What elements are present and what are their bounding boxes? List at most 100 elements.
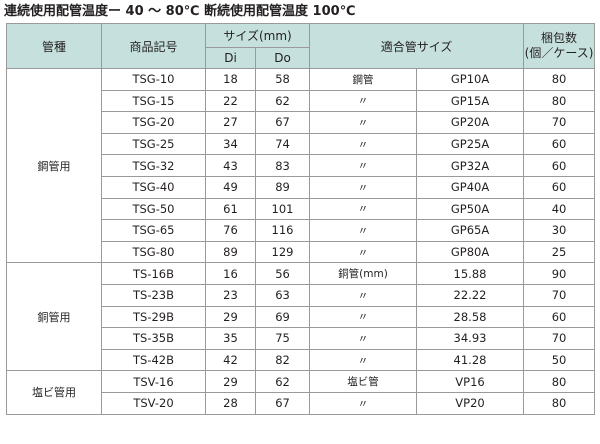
- cell-fit-size: 34.93: [416, 327, 525, 350]
- table-row: TS-23B 23 63 〃 22.22 70: [7, 283, 596, 307]
- table-row: TSG-20 27 67 〃 GP20A 70: [7, 111, 596, 134]
- table-row: TSG-65 76 116 〃 GP65A 30: [7, 219, 596, 242]
- cell-product-code: TSG-50: [101, 197, 206, 221]
- cell-do: 62: [254, 370, 311, 393]
- cell-material: 〃: [309, 175, 418, 199]
- cell-product-code: TSG-65: [101, 219, 206, 242]
- cell-di: 61: [205, 197, 256, 221]
- cell-fit-size: GP50A: [416, 197, 525, 221]
- cell-pack: 70: [523, 327, 596, 350]
- cell-pack: 80: [523, 391, 596, 415]
- header-pack-line2: (個／ケース): [524, 46, 594, 60]
- cell-product-code: TSG-32: [101, 154, 206, 177]
- cell-fit-size: VP20: [416, 391, 525, 415]
- cell-fit-size: 41.28: [416, 348, 525, 372]
- cell-fit-size: 22.22: [416, 283, 525, 307]
- cell-do: 58: [254, 68, 311, 91]
- header-di: Di: [205, 47, 256, 69]
- cell-pack: 80: [523, 370, 596, 393]
- cell-di: 29: [205, 370, 256, 393]
- cell-product-code: TS-35B: [101, 327, 206, 350]
- cell-di: 42: [205, 348, 256, 372]
- cell-product-code: TS-29B: [101, 305, 206, 329]
- cell-do: 116: [254, 219, 311, 242]
- header-product-code: 商品記号: [101, 23, 206, 69]
- cell-pack: 60: [523, 175, 596, 199]
- header-pipe-type: 管種: [6, 23, 102, 69]
- cell-product-code: TSG-15: [101, 89, 206, 113]
- table-row: TS-42B 42 82 〃 41.28 50: [7, 348, 596, 372]
- cell-do: 75: [254, 327, 311, 350]
- cell-fit-size: GP32A: [416, 154, 525, 177]
- cell-product-code: TSG-25: [101, 132, 206, 156]
- cell-di: 18: [205, 68, 256, 91]
- cell-fit-size: GP40A: [416, 175, 525, 199]
- cell-di: 34: [205, 132, 256, 156]
- cell-do: 62: [254, 89, 311, 113]
- cell-product-code: TS-16B: [101, 262, 206, 285]
- cell-do: 129: [254, 240, 311, 264]
- table-row: TSG-40 49 89 〃 GP40A 60: [7, 175, 596, 199]
- cell-do: 89: [254, 175, 311, 199]
- cell-fit-size: GP15A: [416, 89, 525, 113]
- cell-material: 〃: [309, 283, 418, 307]
- cell-material: 〃: [309, 219, 418, 242]
- cell-do: 56: [254, 262, 311, 285]
- cell-material: 〃: [309, 154, 418, 177]
- cell-material: 塩ビ管: [309, 370, 418, 393]
- cell-pack: 80: [523, 68, 596, 91]
- cell-product-code: TSV-20: [101, 391, 206, 415]
- cell-material: 〃: [309, 240, 418, 264]
- header-fit-size: 適合管サイズ: [309, 23, 525, 69]
- cell-product-code: TS-23B: [101, 283, 206, 307]
- cell-di: 89: [205, 240, 256, 264]
- header-size: サイズ(mm): [204, 23, 311, 48]
- cell-material: 〃: [309, 391, 418, 415]
- cell-pack: 70: [523, 283, 596, 307]
- cell-material: 〃: [309, 89, 418, 113]
- cell-di: 28: [205, 391, 256, 415]
- cell-di: 27: [205, 111, 256, 134]
- cell-product-code: TSG-80: [101, 240, 206, 264]
- cell-pack: 25: [523, 240, 596, 264]
- cell-product-code: TSG-10: [101, 68, 206, 91]
- cell-do: 82: [254, 348, 311, 372]
- cell-do: 74: [254, 132, 311, 156]
- cell-product-code: TS-42B: [101, 348, 206, 372]
- cell-do: 67: [254, 111, 311, 134]
- cell-material: 〃: [309, 132, 418, 156]
- cell-fit-size: GP10A: [416, 68, 525, 91]
- cell-di: 76: [205, 219, 256, 242]
- group-label: 銅管用: [6, 262, 102, 372]
- table-row: TS-35B 35 75 〃 34.93 70: [7, 327, 596, 350]
- table-row: 鋼管用 TSG-10 18 58 鋼管 GP10A 80: [6, 67, 596, 264]
- cell-pack: 90: [523, 262, 596, 285]
- table-row: 銅管用 TS-16B 16 56 銅管(mm) 15.88 90: [6, 262, 596, 372]
- group-label: 鋼管用: [6, 67, 102, 264]
- cell-di: 22: [205, 89, 256, 113]
- header-do: Do: [254, 47, 311, 69]
- table-row: TS-29B 29 69 〃 28.58 60: [7, 305, 596, 329]
- cell-do: 67: [254, 391, 311, 415]
- table-row: 塩ビ管用 TSV-16 29 62 塩ビ管 VP16 80: [6, 370, 596, 415]
- cell-do: 101: [254, 197, 311, 221]
- cell-pack: 70: [523, 111, 596, 134]
- cell-product-code: TSG-20: [101, 111, 206, 134]
- cell-product-code: TSG-40: [101, 175, 206, 199]
- cell-fit-size: GP20A: [416, 111, 525, 134]
- cell-material: 鋼管: [309, 68, 418, 91]
- header-pack-line1: 梱包数: [541, 31, 578, 45]
- cell-fit-size: 15.88: [416, 262, 525, 285]
- cell-pack: 80: [523, 89, 596, 113]
- cell-pack: 60: [523, 305, 596, 329]
- table-row: TSG-32 43 83 〃 GP32A 60: [7, 154, 596, 177]
- cell-material: 〃: [309, 197, 418, 221]
- cell-di: 49: [205, 175, 256, 199]
- cell-pack: 50: [523, 348, 596, 372]
- table-row: TSG-50 61 101 〃 GP50A 40: [7, 197, 596, 221]
- cell-fit-size: 28.58: [416, 305, 525, 329]
- cell-di: 29: [205, 305, 256, 329]
- cell-pack: 60: [523, 154, 596, 177]
- cell-material: 〃: [309, 305, 418, 329]
- group-label: 塩ビ管用: [6, 370, 102, 415]
